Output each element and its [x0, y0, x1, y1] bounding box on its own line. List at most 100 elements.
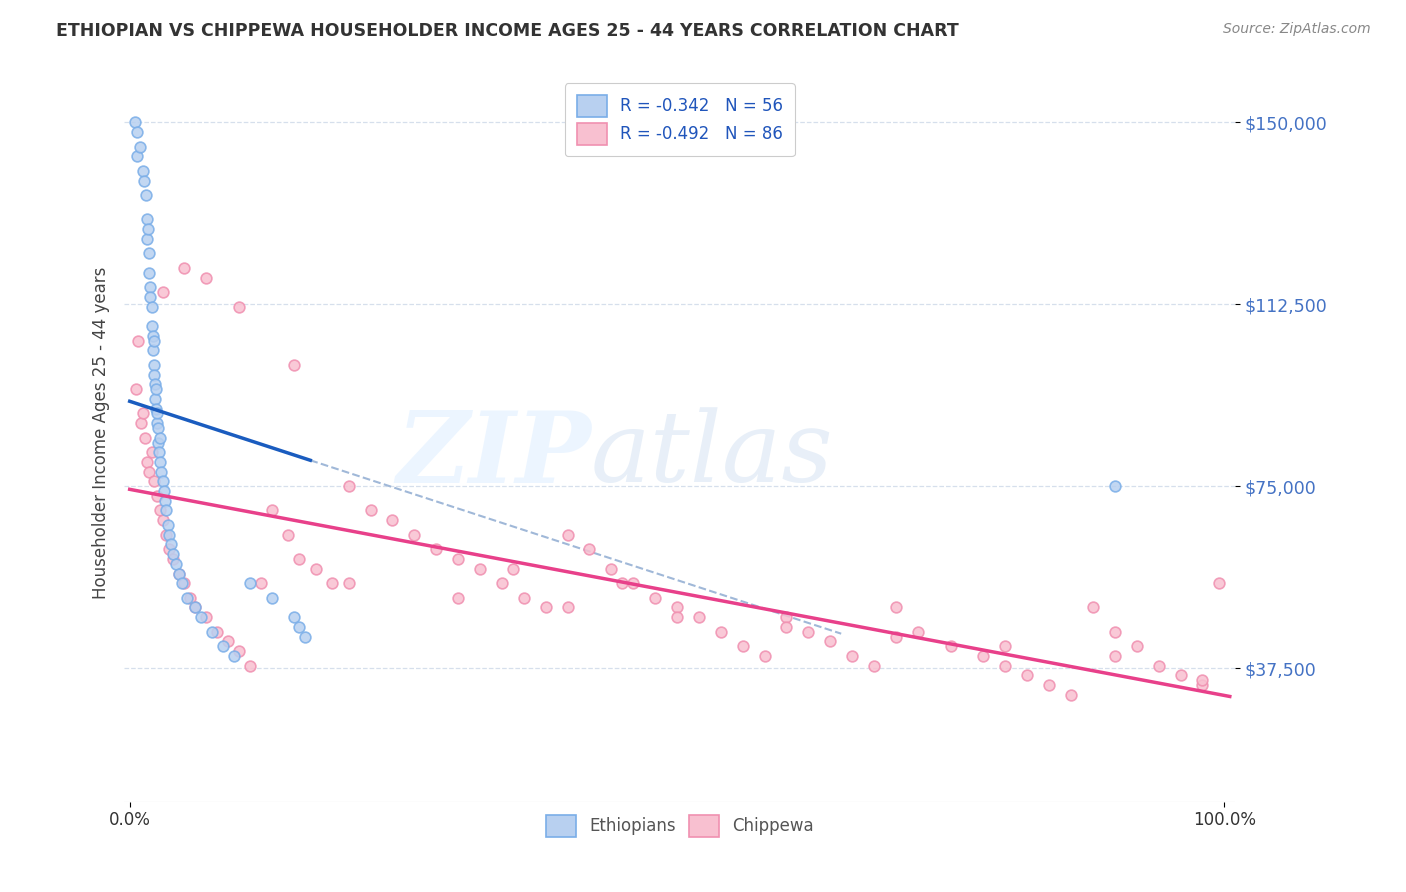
Point: [146, 489, 169, 503]
Point: [337, 576, 360, 591]
Point: [138, 465, 160, 479]
Point: [142, 334, 165, 348]
Point: [138, 266, 160, 280]
Point: [305, 562, 328, 576]
Point: [447, 552, 470, 566]
Point: [132, 173, 155, 187]
Text: ZIP: ZIP: [396, 407, 591, 503]
Point: [381, 513, 404, 527]
Point: [1104, 479, 1126, 493]
Point: [138, 246, 160, 260]
Point: [557, 600, 579, 615]
Point: [239, 576, 262, 591]
Point: [141, 319, 163, 334]
Point: [1170, 668, 1192, 682]
Point: [165, 557, 187, 571]
Point: [260, 503, 283, 517]
Point: [132, 406, 155, 420]
Point: [136, 455, 159, 469]
Point: [1191, 673, 1213, 688]
Point: [132, 163, 155, 178]
Point: [863, 658, 886, 673]
Point: [136, 212, 159, 227]
Point: [731, 640, 754, 654]
Point: [211, 640, 233, 654]
Point: [146, 416, 169, 430]
Point: [288, 552, 311, 566]
Point: [146, 435, 169, 450]
Point: [907, 624, 929, 639]
Point: [152, 475, 174, 489]
Point: [145, 401, 167, 416]
Point: [135, 188, 157, 202]
Point: [228, 644, 250, 658]
Point: [1208, 576, 1230, 591]
Point: [468, 562, 491, 576]
Point: [155, 527, 177, 541]
Point: [129, 416, 152, 430]
Point: [142, 368, 165, 382]
Point: [142, 358, 165, 372]
Point: [1104, 624, 1126, 639]
Point: [145, 382, 167, 396]
Point: [994, 640, 1017, 654]
Point: [621, 576, 644, 591]
Point: [820, 634, 842, 648]
Point: [250, 576, 273, 591]
Point: [162, 552, 184, 566]
Point: [141, 445, 163, 459]
Point: [184, 600, 207, 615]
Point: [149, 503, 172, 517]
Point: [207, 624, 229, 639]
Point: [127, 149, 149, 163]
Point: [143, 392, 166, 406]
Point: [156, 518, 179, 533]
Point: [222, 648, 245, 663]
Point: [149, 455, 172, 469]
Point: [148, 445, 170, 459]
Point: [176, 591, 198, 605]
Text: Source: ZipAtlas.com: Source: ZipAtlas.com: [1223, 22, 1371, 37]
Point: [179, 591, 201, 605]
Point: [128, 139, 150, 153]
Point: [666, 600, 689, 615]
Point: [260, 591, 283, 605]
Point: [775, 610, 797, 624]
Point: [127, 334, 149, 348]
Point: [1147, 658, 1170, 673]
Point: [337, 479, 360, 493]
Point: [127, 125, 149, 139]
Point: [146, 421, 169, 435]
Point: [195, 270, 218, 285]
Point: [447, 591, 470, 605]
Point: [972, 648, 994, 663]
Point: [710, 624, 733, 639]
Point: [146, 406, 169, 420]
Point: [134, 431, 156, 445]
Point: [884, 630, 907, 644]
Y-axis label: Householder Income Ages 25 - 44 years: Householder Income Ages 25 - 44 years: [93, 267, 110, 599]
Point: [994, 658, 1017, 673]
Point: [404, 527, 426, 541]
Point: [754, 648, 776, 663]
Point: [578, 542, 600, 557]
Point: [612, 576, 634, 591]
Point: [1038, 678, 1060, 692]
Point: [557, 527, 579, 541]
Point: [841, 648, 863, 663]
Point: [283, 610, 305, 624]
Point: [939, 640, 962, 654]
Text: ETHIOPIAN VS CHIPPEWA HOUSEHOLDER INCOME AGES 25 - 44 YEARS CORRELATION CHART: ETHIOPIAN VS CHIPPEWA HOUSEHOLDER INCOME…: [56, 22, 959, 40]
Point: [190, 610, 212, 624]
Point: [360, 503, 382, 517]
Point: [797, 624, 820, 639]
Point: [152, 285, 174, 299]
Point: [173, 576, 195, 591]
Point: [152, 483, 174, 498]
Point: [150, 465, 173, 479]
Point: [425, 542, 447, 557]
Point: [167, 566, 190, 581]
Point: [141, 300, 163, 314]
Point: [1017, 668, 1039, 682]
Point: [149, 431, 172, 445]
